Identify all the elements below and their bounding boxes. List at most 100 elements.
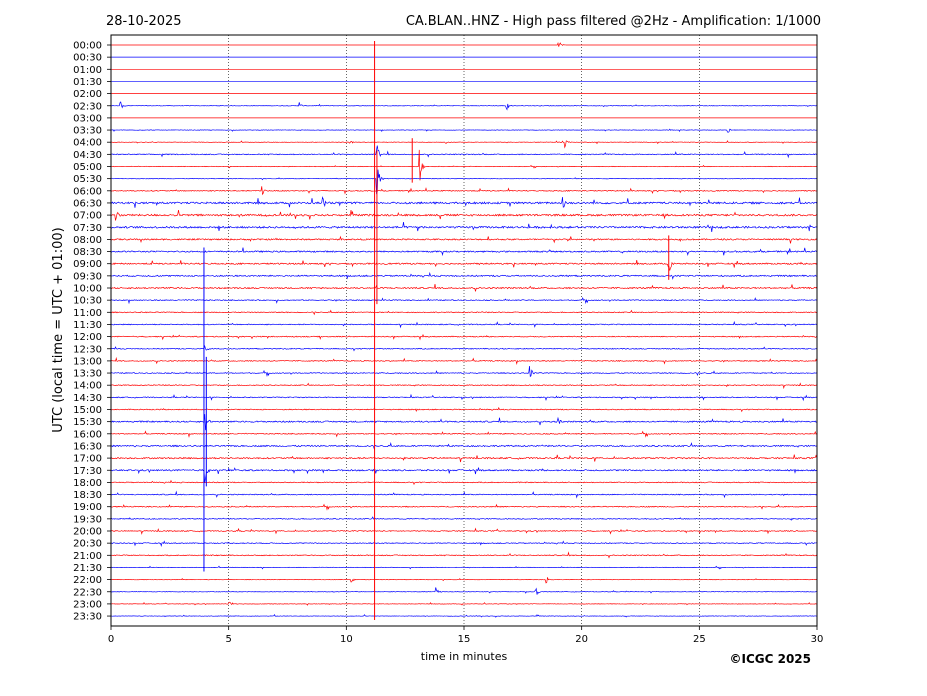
row-label: 17:00 xyxy=(73,454,102,465)
row-label: 21:30 xyxy=(73,563,102,574)
row-label: 20:30 xyxy=(73,539,102,550)
trace-line xyxy=(110,393,817,402)
row-label: 16:30 xyxy=(73,441,102,452)
trace-line xyxy=(110,145,817,159)
x-tick-label: 5 xyxy=(225,634,231,645)
row-label: 08:00 xyxy=(73,235,102,246)
trace-line xyxy=(110,247,818,257)
trace-line xyxy=(110,221,817,233)
x-tick-label: 20 xyxy=(575,634,588,645)
row-label: 09:30 xyxy=(73,271,102,282)
trace-line xyxy=(110,479,817,486)
trace-line xyxy=(110,149,817,181)
row-label: 09:00 xyxy=(73,259,102,270)
seismic-traces xyxy=(110,41,818,621)
x-axis-ticks: 0 5 10 15 20 25 30 xyxy=(108,626,824,645)
row-label: 10:30 xyxy=(73,296,102,307)
row-label: 05:30 xyxy=(73,174,102,185)
trace-line xyxy=(110,414,817,431)
row-label: 01:30 xyxy=(73,77,102,88)
row-label: 00:30 xyxy=(73,53,102,64)
row-label: 23:00 xyxy=(73,599,102,610)
row-label: 10:00 xyxy=(73,284,102,295)
row-label: 06:00 xyxy=(73,186,102,197)
trace-line xyxy=(110,551,818,559)
row-label: 00:00 xyxy=(73,41,102,52)
trace-line xyxy=(110,309,817,316)
trace-line xyxy=(110,565,817,570)
row-label: 23:30 xyxy=(73,612,102,623)
trace-line xyxy=(110,333,817,341)
trace-line xyxy=(110,490,817,499)
row-label: 02:30 xyxy=(73,101,102,112)
trace-line xyxy=(110,297,817,305)
trace-line xyxy=(110,101,817,111)
trace-line xyxy=(110,382,817,390)
chart-date: 28-10-2025 xyxy=(106,14,182,29)
trace-line xyxy=(110,527,817,535)
trace-line xyxy=(110,169,817,195)
trace-line xyxy=(110,260,818,271)
trace-line xyxy=(110,430,817,438)
row-label: 02:00 xyxy=(73,89,102,100)
x-tick-label: 30 xyxy=(811,634,824,645)
x-tick-label: 15 xyxy=(458,634,471,645)
row-label: 15:30 xyxy=(73,417,102,428)
row-label: 13:00 xyxy=(73,356,102,367)
trace-line xyxy=(110,442,817,451)
row-label: 12:30 xyxy=(73,344,102,355)
trace-line xyxy=(110,540,817,547)
x-tick-label: 10 xyxy=(340,634,353,645)
row-label: 07:30 xyxy=(73,223,102,234)
trace-line xyxy=(110,186,817,196)
y-axis-label: UTC (local time = UTC + 01:00) xyxy=(51,227,66,432)
row-label: 11:30 xyxy=(73,320,102,331)
row-label: 21:00 xyxy=(73,551,102,562)
row-label: 14:30 xyxy=(73,393,102,404)
x-axis-label: time in minutes xyxy=(421,650,508,663)
trace-line xyxy=(110,516,817,521)
row-label: 12:00 xyxy=(73,332,102,343)
trace-line xyxy=(110,454,818,463)
row-label: 14:00 xyxy=(73,381,102,392)
trace-line xyxy=(110,209,817,221)
row-label: 18:00 xyxy=(73,478,102,489)
trace-line xyxy=(110,614,817,618)
x-tick-label: 25 xyxy=(693,634,706,645)
trace-line xyxy=(110,467,817,483)
trace-line xyxy=(110,406,817,413)
minute-grid xyxy=(228,35,700,626)
trace-line xyxy=(110,271,817,280)
row-label: 01:00 xyxy=(73,65,102,76)
row-label: 18:30 xyxy=(73,490,102,501)
trace-line xyxy=(110,140,817,149)
trace-line xyxy=(110,503,817,511)
row-label: 22:00 xyxy=(73,575,102,586)
x-tick-label: 0 xyxy=(108,634,114,645)
row-label: 07:00 xyxy=(73,211,102,222)
trace-line xyxy=(110,128,817,133)
row-label: 04:00 xyxy=(73,138,102,149)
trace-line xyxy=(110,577,817,584)
trace-line xyxy=(110,345,817,352)
row-label: 08:30 xyxy=(73,247,102,258)
row-label: 19:30 xyxy=(73,514,102,525)
row-label: 04:30 xyxy=(73,150,102,161)
row-label: 05:00 xyxy=(73,162,102,173)
trace-line xyxy=(110,235,818,244)
row-label: 06:30 xyxy=(73,198,102,209)
plot-frame xyxy=(110,34,818,627)
trace-line xyxy=(110,284,818,292)
row-label: 03:30 xyxy=(73,126,102,137)
row-label: 11:00 xyxy=(73,308,102,319)
trace-line xyxy=(110,366,817,378)
trace-line xyxy=(111,41,817,47)
trace-line xyxy=(110,587,817,595)
trace-line xyxy=(110,320,817,329)
trace-line xyxy=(110,601,817,606)
row-label: 16:00 xyxy=(73,429,102,440)
row-label: 22:30 xyxy=(73,587,102,598)
row-label: 15:00 xyxy=(73,405,102,416)
